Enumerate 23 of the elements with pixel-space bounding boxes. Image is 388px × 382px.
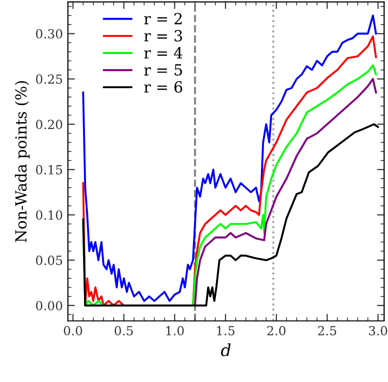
line-series bbox=[194, 78, 377, 306]
x-tick-label: 2.0 bbox=[267, 326, 286, 336]
y-tick-label: 0.30 bbox=[36, 29, 62, 39]
y-tick-label: 0.00 bbox=[36, 300, 62, 310]
y-tick-label: 0.20 bbox=[36, 120, 62, 130]
x-tick-label: 0.5 bbox=[114, 326, 133, 336]
line-series bbox=[82, 123, 379, 306]
y-tick-label: 0.25 bbox=[36, 74, 62, 84]
x-tick-label: 3.0 bbox=[369, 326, 388, 336]
x-tick-label: 1.5 bbox=[217, 326, 234, 336]
legend-label: r = 5 bbox=[144, 64, 182, 76]
y-tick-label: 0.05 bbox=[36, 256, 62, 266]
y-axis-title: Non-Wada points (%) bbox=[14, 81, 30, 242]
y-tick-label: 0.15 bbox=[36, 165, 62, 174]
x-axis-title: d bbox=[221, 343, 231, 356]
x-tick-label: 1.0 bbox=[166, 326, 184, 336]
legend-label: r = 6 bbox=[144, 81, 182, 93]
x-tick-label: 0.0 bbox=[64, 326, 82, 336]
legend-label: r = 4 bbox=[144, 47, 182, 58]
y-tick-label: 0.10 bbox=[36, 210, 62, 220]
legend-label: r = 3 bbox=[144, 30, 182, 42]
legend-label: r = 2 bbox=[144, 12, 182, 24]
x-tick-label: 2.5 bbox=[318, 326, 336, 336]
